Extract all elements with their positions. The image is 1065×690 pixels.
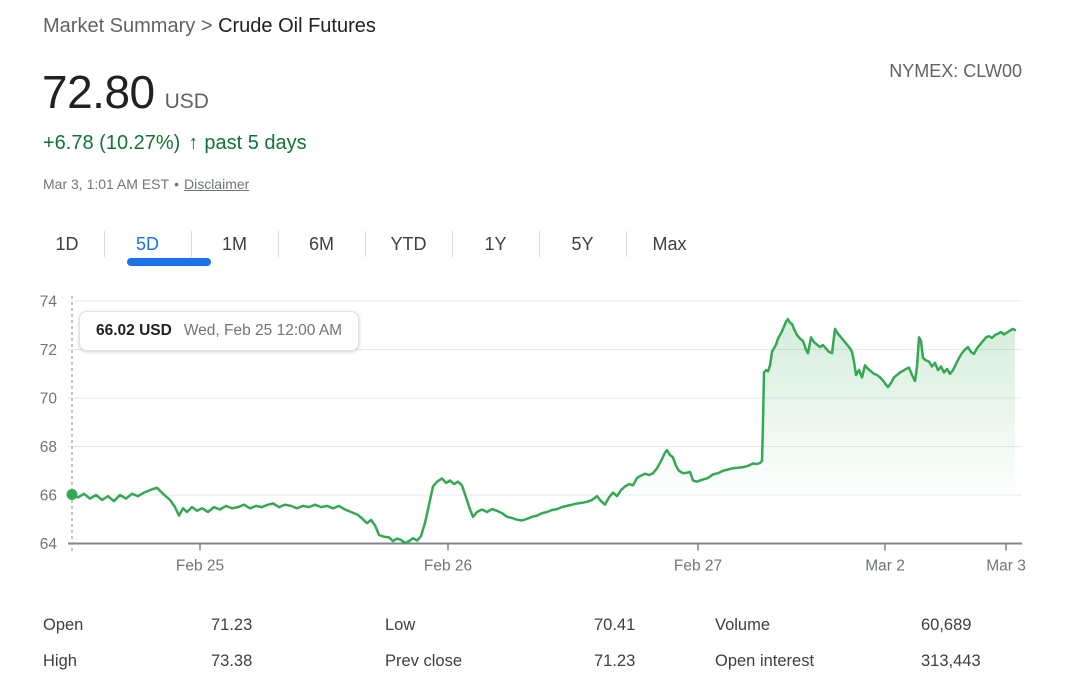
range-tabs: 1D 5D 1M 6M YTD 1Y 5Y Max <box>30 228 713 260</box>
stat-label: Open <box>43 616 84 634</box>
stat-row-open-interest: Open interest 313,443 <box>715 652 981 672</box>
stat-row-open: Open 71.23 <box>43 616 252 636</box>
price-block: 72.80 USD <box>42 66 209 118</box>
stat-value: 60,689 <box>921 616 972 634</box>
area-fill <box>72 319 1015 544</box>
stat-value: 73.38 <box>211 652 253 670</box>
stat-row-high: High 73.38 <box>43 652 252 672</box>
tab-5d[interactable]: 5D <box>104 228 191 260</box>
quote-meta: Mar 3, 1:01 AM EST • Disclaimer <box>43 176 249 192</box>
x-axis-label: Feb 27 <box>674 558 722 575</box>
arrow-up-icon: ↑ <box>188 132 199 154</box>
stat-label: Prev close <box>385 652 463 670</box>
stat-label: Volume <box>715 616 771 634</box>
tab-5y[interactable]: 5Y <box>539 228 626 260</box>
y-axis-label: 66 <box>40 488 57 505</box>
price-currency: USD <box>164 90 209 113</box>
stat-row-volume: Volume 60,689 <box>715 616 981 636</box>
stat-value: 71.23 <box>211 616 253 634</box>
x-axis-label: Mar 2 <box>865 558 905 575</box>
y-axis-label: 64 <box>40 536 58 553</box>
stat-label: Open interest <box>715 652 815 670</box>
stat-value: 70.41 <box>594 616 636 634</box>
active-tab-indicator <box>127 258 211 266</box>
tooltip-price: 66.02 USD <box>96 322 172 339</box>
stat-row-prev-close: Prev close 71.23 <box>385 652 635 672</box>
y-axis-label: 72 <box>40 342 57 359</box>
stats-column: Open 71.23 High 73.38 <box>43 616 252 688</box>
exchange-symbol: NYMEX: CLW00 <box>889 61 1022 81</box>
tooltip-datetime: Wed, Feb 25 12:00 AM <box>183 322 343 339</box>
x-axis-label: Mar 3 <box>986 558 1026 575</box>
stats-column: Low 70.41 Prev close 71.23 <box>385 616 635 688</box>
quote-timestamp: Mar 3, 1:01 AM EST <box>43 176 170 192</box>
tab-1d[interactable]: 1D <box>55 234 79 254</box>
tab-1m[interactable]: 1M <box>191 228 278 260</box>
stat-label: High <box>43 652 77 670</box>
bullet-separator: • <box>174 176 179 192</box>
y-axis-label: 74 <box>40 294 58 311</box>
breadcrumb-market-summary-link[interactable]: Market Summary <box>43 15 196 37</box>
stat-value: 313,443 <box>921 652 981 670</box>
price-line-series <box>70 317 1017 545</box>
tab-ytd[interactable]: YTD <box>365 228 452 260</box>
breadcrumb-separator: > <box>200 15 213 37</box>
disclaimer-link[interactable]: Disclaimer <box>183 176 250 192</box>
chart-tooltip: 66.02 USD Wed, Feb 25 12:00 AM <box>79 311 360 351</box>
stat-value: 71.23 <box>594 652 636 670</box>
change-period: past 5 days <box>204 132 307 154</box>
price-change: +6.78 (10.27%) ↑ past 5 days <box>43 132 307 155</box>
stat-row-low: Low 70.41 <box>385 616 635 636</box>
breadcrumb-current: Crude Oil Futures <box>218 15 376 37</box>
stat-label: Low <box>385 616 416 634</box>
y-axis-label: 68 <box>40 439 57 456</box>
breadcrumb: Market Summary > Crude Oil Futures <box>43 15 376 38</box>
hover-point-dot <box>66 489 78 501</box>
x-axis-label: Feb 25 <box>176 558 224 575</box>
tab-max[interactable]: Max <box>626 228 713 260</box>
y-axis-label: 70 <box>40 391 58 408</box>
stats-column: Volume 60,689 Open interest 313,443 <box>715 616 981 688</box>
price-value: 72.80 <box>42 66 155 118</box>
change-amount: +6.78 (10.27%) <box>43 132 181 154</box>
x-axis-label: Feb 26 <box>424 558 472 575</box>
tab-6m[interactable]: 6M <box>278 228 365 260</box>
tab-1y[interactable]: 1Y <box>452 228 539 260</box>
